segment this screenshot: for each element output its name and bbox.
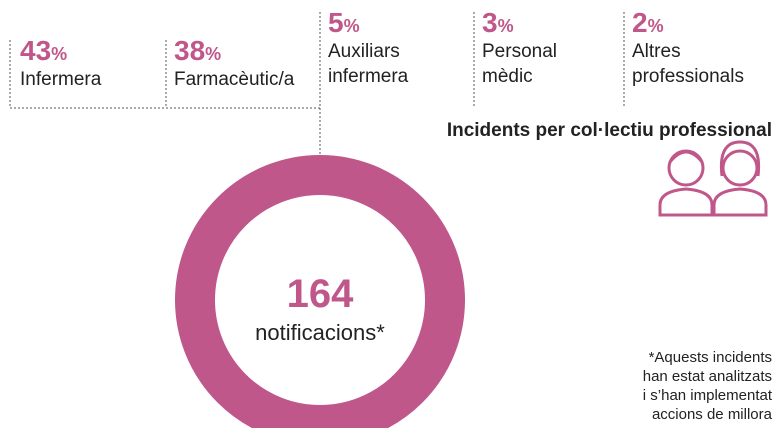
footnote-line: *Aquests incidents (649, 349, 772, 366)
footnote-line: accions de millora (652, 406, 773, 423)
item-label: Infermera (20, 69, 102, 90)
percent-value: 3 (482, 7, 498, 38)
item-label: Altres (632, 41, 681, 62)
item-label: Auxiliars (328, 41, 400, 62)
percent-value: 38 (174, 35, 205, 66)
item-label: Farmacèutic/a (174, 69, 295, 90)
percent: 2% (632, 7, 664, 38)
percent-unit: % (344, 16, 360, 36)
footnote-line: han estat analitzats (643, 368, 772, 385)
item-label: Personal (482, 41, 557, 62)
percent: 38% (174, 35, 221, 66)
percent: 5% (328, 7, 360, 38)
percent: 3% (482, 7, 514, 38)
heading: Incidents per col·lectiu professional (447, 120, 772, 141)
item-label: professionals (632, 66, 744, 87)
footnote-line: i s’han implementat (643, 387, 773, 404)
item-label: mèdic (482, 66, 533, 87)
percent-value: 2 (632, 7, 648, 38)
percent: 43% (20, 35, 67, 66)
percent-unit: % (205, 44, 221, 64)
people-icon (658, 140, 768, 217)
total-value: 164 (287, 272, 354, 316)
percent-unit: % (498, 16, 514, 36)
dividers (9, 12, 625, 155)
total-label: notificacions* (255, 320, 385, 345)
percent-value: 43 (20, 35, 51, 66)
percent-unit: % (51, 44, 67, 64)
donut-ring (175, 155, 465, 428)
item-label: infermera (328, 66, 409, 87)
percent-value: 5 (328, 7, 344, 38)
percent-unit: % (648, 16, 664, 36)
